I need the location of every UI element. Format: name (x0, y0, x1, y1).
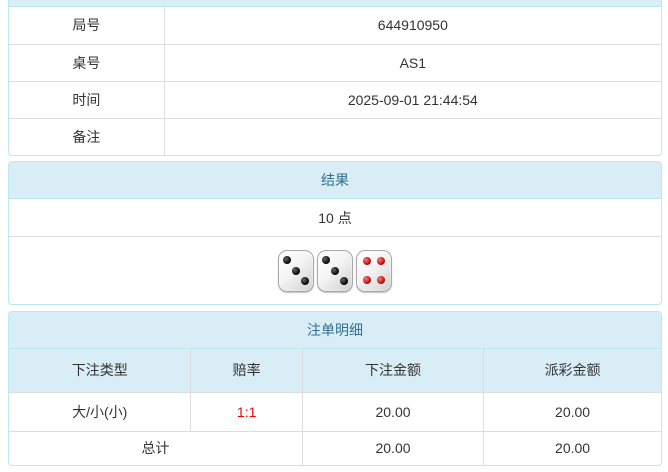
remark-value (164, 117, 661, 155)
die-3-black (278, 249, 314, 292)
die-pip (377, 276, 386, 285)
die-pip (300, 276, 309, 285)
table-row: 桌号 AS1 (9, 43, 661, 81)
remark-label: 备注 (9, 117, 165, 155)
time-value: 2025-09-01 21:44:54 (164, 80, 661, 118)
col-bet-type: 下注类型 (9, 349, 191, 392)
bet-row: 大/小(小) 1:1 20.00 20.00 (9, 391, 661, 431)
game-info-panel: 局号 644910950 桌号 AS1 时间 2025-09-01 21:44:… (8, 0, 662, 156)
die-pip (362, 276, 371, 285)
bets-panel: 注单明细 下注类型 赔率 下注金额 派彩金额 大/小(小) 1:1 20.00 … (8, 311, 662, 466)
bets-table: 下注类型 赔率 下注金额 派彩金额 大/小(小) 1:1 20.00 20.00… (9, 349, 661, 465)
col-odds: 赔率 (190, 349, 303, 392)
time-label: 时间 (9, 80, 165, 118)
total-payout-amount: 20.00 (483, 430, 661, 465)
bets-header-row: 下注类型 赔率 下注金额 派彩金额 (9, 349, 661, 392)
table-row: 局号 644910950 (9, 7, 661, 44)
bet-amount: 20.00 (301, 391, 484, 431)
die-pip (292, 266, 300, 275)
col-payout-amount: 派彩金额 (483, 349, 661, 392)
table-row: 时间 2025-09-01 21:44:54 (9, 80, 661, 118)
die-pip (331, 266, 339, 275)
total-label: 总计 (9, 430, 303, 465)
result-points: 10 点 (9, 199, 661, 237)
game-info-panel-header-strip (9, 0, 661, 7)
table-row: 备注 (9, 117, 661, 155)
round-number-label: 局号 (9, 7, 165, 44)
table-number-label: 桌号 (9, 43, 165, 81)
result-panel: 结果 10 点 (8, 161, 662, 305)
col-bet-amount: 下注金额 (301, 349, 484, 392)
die-3-black (317, 249, 353, 292)
die-pip (377, 256, 386, 265)
table-number-value: AS1 (164, 43, 661, 81)
bets-panel-title: 注单明细 (9, 312, 661, 349)
die-pip (283, 256, 292, 265)
total-row: 总计 20.00 20.00 (9, 430, 661, 465)
bet-odds: 1:1 (190, 391, 303, 431)
die-pip (362, 256, 371, 265)
round-number-value: 644910950 (377, 17, 448, 34)
dice-group (9, 237, 661, 304)
bet-type: 大/小(小) (9, 391, 191, 431)
die-pip (339, 276, 348, 285)
game-info-table: 局号 644910950 桌号 AS1 时间 2025-09-01 21:44:… (9, 7, 661, 155)
die-4-red (356, 249, 392, 292)
die-pip (322, 256, 331, 265)
payout-amount: 20.00 (483, 391, 661, 431)
result-panel-title: 结果 (9, 162, 661, 199)
total-bet-amount: 20.00 (301, 430, 484, 465)
